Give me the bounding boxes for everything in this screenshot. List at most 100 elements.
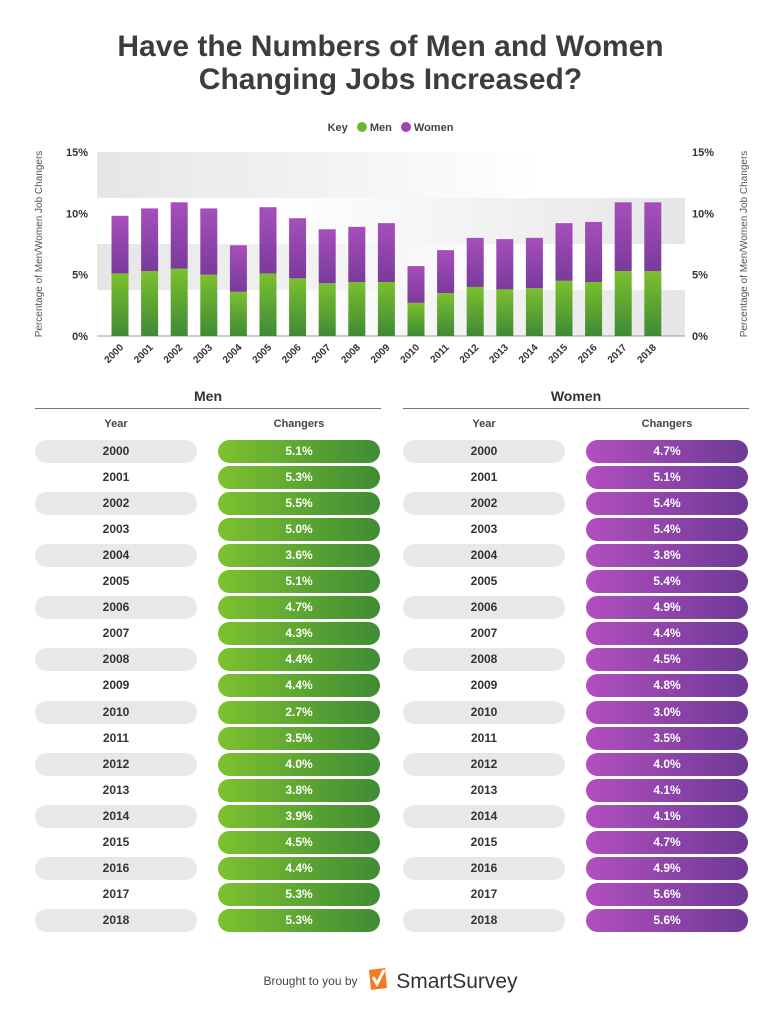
men-year-cell: 2009: [102, 678, 130, 693]
women-changers-cell: 5.1%: [586, 466, 748, 490]
men-changers-cell: 5.1%: [218, 570, 380, 594]
men-changers-cell: 3.8%: [218, 778, 380, 802]
men-changers-cell: 3.5%: [218, 726, 380, 750]
y-tick-label-left: 10%: [66, 208, 88, 220]
women-year-cell: 2000: [403, 440, 565, 463]
men-year-cell: 2004: [35, 544, 197, 568]
men-year-header: Year: [104, 418, 128, 430]
women-year-cell: 2002: [403, 492, 565, 516]
x-tick-label: 2000: [103, 342, 127, 366]
men-changers-cell: 5.1%: [218, 440, 380, 463]
men-table-title: Men: [194, 388, 222, 404]
women-changers-cell: 5.6%: [586, 908, 748, 932]
women-table-title: Women: [550, 388, 602, 404]
men-year-cell: 2001: [102, 470, 130, 485]
women-changers-cell: 5.6%: [586, 882, 748, 906]
women-changers-cell: 4.8%: [586, 674, 748, 698]
legend-men-swatch: [356, 122, 367, 132]
women-year-cell: 2013: [470, 782, 498, 797]
bar-women-2018: [644, 202, 662, 271]
women-changers-cell: 4.7%: [586, 440, 748, 463]
footer-brand: SmartSurvey: [396, 970, 518, 993]
footer: Brought to you by SmartSurvey: [0, 966, 781, 994]
men-year-cell: 2007: [102, 626, 130, 641]
bar-women-2006: [289, 218, 307, 279]
women-year-cell: 2012: [403, 752, 565, 776]
women-changers-cell: 5.4%: [586, 570, 748, 594]
x-tick-label: 2005: [251, 342, 275, 366]
bar-men-2001: [141, 270, 159, 336]
women-changers-header: Changers: [641, 418, 693, 430]
bar-women-2008: [348, 226, 366, 283]
men-year-cell: 2003: [102, 522, 130, 537]
women-changers-cell: 4.9%: [586, 856, 748, 880]
x-tick-label: 2018: [635, 342, 659, 366]
bar-men-2015: [555, 280, 573, 336]
men-changers-cell: 5.0%: [218, 518, 380, 542]
bar-men-2007: [318, 283, 336, 336]
women-changers-cell: 5.4%: [586, 492, 748, 516]
x-tick-label: 2012: [458, 342, 482, 366]
men-year-cell: 2014: [35, 804, 197, 828]
bar-men-2005: [259, 273, 277, 336]
women-changers-cell: 4.7%: [586, 830, 748, 854]
women-year-header: Year: [472, 418, 496, 430]
men-changers-cell: 4.4%: [218, 856, 380, 880]
men-changers-cell: 4.3%: [218, 622, 380, 646]
bar-men-2014: [525, 288, 543, 336]
y-tick-label-left: 15%: [66, 147, 88, 159]
women-changers-cell: 4.5%: [586, 648, 748, 672]
x-tick-label: 2010: [399, 342, 423, 366]
bar-women-2015: [555, 223, 573, 281]
bar-women-2012: [466, 237, 484, 287]
women-changers-cell: 3.5%: [586, 726, 748, 750]
women-changers-cell: 4.9%: [586, 596, 748, 620]
bar-women-2004: [229, 245, 247, 292]
stacked-bar-chart: 2000 2001 2002 2003 2004 2005 2006 2007 2008 2009…: [34, 147, 750, 366]
men-changers-cell: 4.7%: [218, 596, 380, 620]
women-year-cell: 2001: [470, 470, 498, 485]
bar-men-2011: [437, 293, 455, 336]
men-changers-cell: 4.5%: [218, 830, 380, 854]
bar-men-2000: [111, 273, 129, 336]
men-year-cell: 2013: [102, 782, 130, 797]
bar-women-2002: [170, 202, 188, 269]
bar-men-2002: [170, 268, 188, 336]
men-changers-cell: 4.0%: [218, 752, 380, 776]
page-title: Have the Numbers of Men and Women Changi…: [0, 30, 781, 96]
bar-men-2008: [348, 282, 366, 336]
women-changers-cell: 3.8%: [586, 544, 748, 568]
women-changers-cell: 5.4%: [586, 518, 748, 542]
women-year-cell: 2014: [403, 804, 565, 828]
bar-women-2009: [377, 223, 395, 283]
bar-women-2014: [525, 237, 543, 289]
title-line-1: Have the Numbers of Men and Women: [117, 30, 664, 63]
bar-women-2011: [437, 250, 455, 294]
y-tick-label-right: 15%: [692, 147, 714, 159]
men-changers-cell: 5.3%: [218, 466, 380, 490]
y-tick-label-right: 0%: [692, 331, 708, 343]
bar-men-2006: [289, 278, 307, 336]
bar-men-2018: [644, 270, 662, 336]
men-year-cell: 2016: [35, 856, 197, 880]
men-changers-cell: 4.4%: [218, 648, 380, 672]
bar-men-2013: [496, 289, 514, 336]
y-axis-title-left: Percentage of Men/Women Job Changers: [34, 151, 45, 338]
men-changers-header: Changers: [273, 418, 325, 430]
y-tick-label-right: 10%: [692, 208, 714, 220]
men-table-divider: [35, 408, 381, 409]
bar-women-2007: [318, 229, 336, 284]
men-year-cell: 2018: [35, 908, 197, 932]
men-year-cell: 2010: [35, 700, 197, 724]
women-changers-cell: 4.1%: [586, 778, 748, 802]
x-tick-label: 2011: [429, 342, 452, 365]
men-year-cell: 2008: [35, 648, 197, 672]
men-changers-cell: 2.7%: [218, 700, 380, 724]
title-line-2: Changing Jobs Increased?: [198, 63, 583, 96]
bar-women-2000: [111, 215, 129, 274]
men-changers-cell: 3.6%: [218, 544, 380, 568]
women-changers-cell: 3.0%: [586, 700, 748, 724]
men-changers-cell: 5.3%: [218, 908, 380, 932]
x-tick-label: 2001: [132, 342, 156, 366]
y-tick-label-right: 5%: [692, 270, 708, 282]
